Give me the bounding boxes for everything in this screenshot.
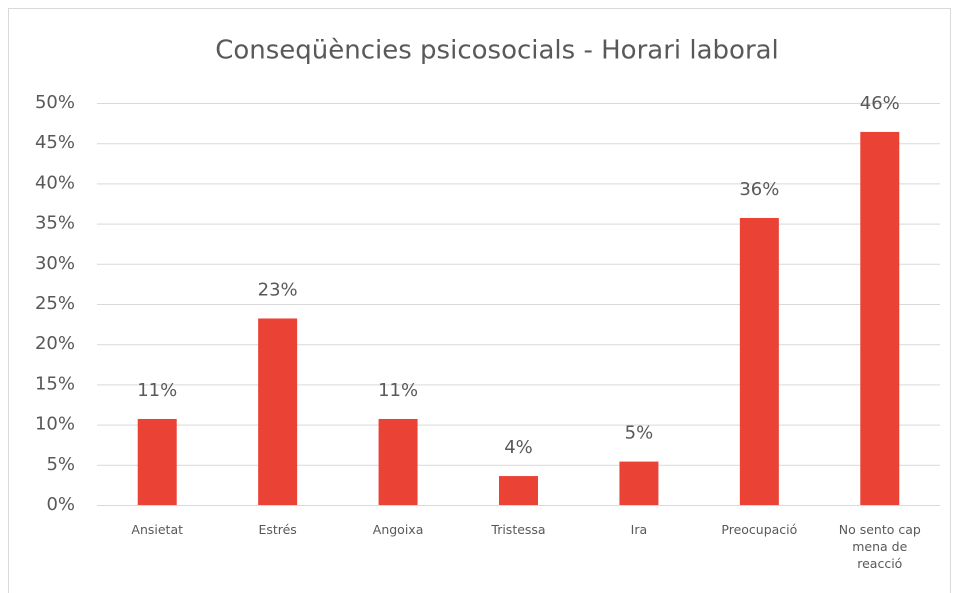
bar bbox=[258, 318, 298, 505]
data-label: 36% bbox=[739, 179, 779, 200]
data-label: 11% bbox=[137, 380, 177, 401]
chart-title: Conseqüències psicosocials - Horari labo… bbox=[215, 36, 779, 66]
y-tick-label: 0% bbox=[46, 494, 75, 515]
y-tick-label: 40% bbox=[35, 172, 75, 193]
bar bbox=[860, 131, 900, 505]
y-tick-label: 10% bbox=[35, 414, 75, 435]
y-tick-label: 35% bbox=[35, 213, 75, 234]
y-tick-label: 15% bbox=[35, 373, 75, 394]
data-label: 11% bbox=[378, 380, 418, 401]
bar bbox=[378, 418, 418, 505]
y-tick-label: 25% bbox=[35, 293, 75, 314]
data-label: 4% bbox=[504, 437, 533, 458]
data-label: 46% bbox=[860, 93, 900, 114]
bar bbox=[499, 476, 538, 505]
x-tick-label: Angoixa bbox=[372, 522, 424, 537]
data-label: 5% bbox=[625, 423, 654, 444]
x-tick-label: No sento cap mena de reacció bbox=[838, 522, 921, 571]
bar bbox=[137, 418, 177, 505]
y-tick-label: 5% bbox=[46, 454, 75, 475]
chart-frame bbox=[8, 8, 951, 593]
x-tick-label: Estrés bbox=[258, 522, 297, 537]
x-tick-label: Preocupació bbox=[721, 522, 798, 537]
y-tick-label: 30% bbox=[35, 253, 75, 274]
bar bbox=[739, 217, 779, 506]
x-tick-label: Tristessa bbox=[491, 522, 546, 537]
y-tick-label: 50% bbox=[35, 92, 75, 113]
bar bbox=[619, 461, 659, 505]
x-tick-label: Ira bbox=[630, 522, 648, 537]
x-tick-label: Ansietat bbox=[131, 522, 184, 537]
y-tick-label: 20% bbox=[35, 333, 75, 354]
y-tick-label: 45% bbox=[35, 132, 75, 153]
data-label: 23% bbox=[258, 279, 298, 300]
